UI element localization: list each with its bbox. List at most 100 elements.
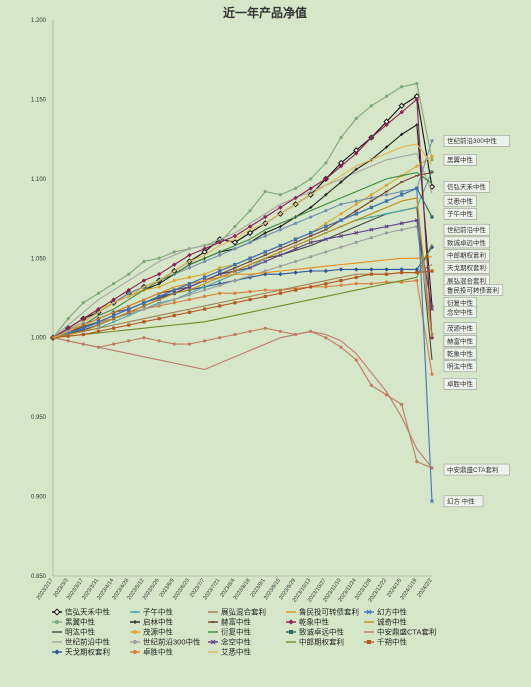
data-point xyxy=(126,287,131,293)
data-point xyxy=(263,189,267,194)
data-point xyxy=(187,297,192,302)
data-point xyxy=(354,116,358,121)
data-point xyxy=(384,280,389,284)
data-point xyxy=(112,282,116,286)
callout-box xyxy=(443,154,477,166)
data-point xyxy=(210,639,216,645)
data-point xyxy=(126,307,131,312)
series-24 xyxy=(52,143,433,339)
data-point xyxy=(293,288,298,292)
series-line xyxy=(52,327,433,469)
data-point xyxy=(400,189,404,194)
data-point xyxy=(339,212,343,216)
data-point xyxy=(51,336,55,340)
data-point xyxy=(369,267,374,272)
data-point xyxy=(248,256,253,261)
data-point xyxy=(324,209,328,213)
data-point xyxy=(201,248,208,256)
y-tick-label: 1.050 xyxy=(31,256,47,262)
data-point xyxy=(66,317,70,321)
data-point xyxy=(127,323,131,327)
data-point xyxy=(308,230,313,235)
data-point xyxy=(414,97,420,102)
data-point xyxy=(203,294,207,299)
callout-box xyxy=(443,181,490,193)
data-point xyxy=(278,271,283,277)
data-point xyxy=(278,205,283,210)
data-point xyxy=(96,306,101,312)
callout-box xyxy=(443,360,477,373)
legend-item: 幻方中性 xyxy=(364,607,407,617)
data-point xyxy=(81,326,86,331)
data-point xyxy=(248,265,253,270)
data-point xyxy=(127,339,131,343)
data-point xyxy=(428,183,436,190)
series-17 xyxy=(50,97,435,340)
data-point xyxy=(263,326,267,330)
callout-label: 子午中性 xyxy=(447,209,474,218)
data-point xyxy=(324,336,328,340)
y-tick-label: 0.850 xyxy=(31,574,47,580)
data-point xyxy=(400,280,404,284)
legend-label: 鲁民投可转债套利 xyxy=(299,607,359,617)
data-point xyxy=(172,301,176,305)
data-point xyxy=(248,260,252,263)
data-point xyxy=(384,94,389,98)
data-point xyxy=(384,122,389,128)
data-point xyxy=(430,372,434,376)
data-point xyxy=(218,266,222,270)
data-point xyxy=(415,174,419,177)
legend-item: 天戈期权套利 xyxy=(52,647,110,657)
data-point xyxy=(157,339,161,343)
series-22 xyxy=(52,330,433,469)
data-point xyxy=(339,278,343,283)
data-point xyxy=(324,250,328,254)
data-point xyxy=(289,630,293,634)
data-point xyxy=(369,196,373,200)
callout-label: 茂源中性 xyxy=(447,324,474,333)
series-lines xyxy=(49,81,436,504)
callout-label: 鲁民投可转债套利 xyxy=(447,285,499,294)
legend-label: 黑翼中性 xyxy=(65,617,95,627)
data-point xyxy=(354,358,358,362)
data-point xyxy=(233,291,237,295)
callout-box xyxy=(443,347,477,360)
series-line xyxy=(52,152,433,339)
data-point xyxy=(323,268,329,274)
data-point xyxy=(354,199,358,203)
data-point xyxy=(248,209,252,213)
data-point xyxy=(415,81,419,86)
y-tick-labels: 0.850 0.900 0.950 1.000 1.050 1.100 1.150 1.200 xyxy=(31,18,47,580)
data-point xyxy=(203,259,207,264)
legend-label: 信弘天禾中性 xyxy=(65,607,110,617)
data-point xyxy=(142,320,146,324)
data-point xyxy=(354,209,358,212)
data-point xyxy=(324,285,328,289)
legend-label: 卓胜中性 xyxy=(143,647,173,657)
data-point xyxy=(384,190,389,193)
data-point xyxy=(293,186,298,190)
data-point xyxy=(233,301,237,305)
callout-box xyxy=(443,249,490,261)
data-point xyxy=(248,290,252,294)
data-point xyxy=(217,269,222,273)
legend-item: 乾象中性 xyxy=(286,617,329,627)
data-point xyxy=(293,246,298,251)
data-point xyxy=(203,288,207,292)
data-point xyxy=(369,200,373,202)
data-point xyxy=(369,193,373,197)
callout-box xyxy=(443,134,510,147)
data-point xyxy=(398,102,405,109)
series-16 xyxy=(52,256,433,339)
data-point xyxy=(293,270,298,275)
callout-label: 艾悉中性 xyxy=(447,196,474,205)
data-point xyxy=(232,262,237,267)
data-point xyxy=(293,237,298,242)
data-point xyxy=(400,181,404,183)
data-point xyxy=(309,235,313,237)
data-point xyxy=(369,272,373,276)
series-line xyxy=(52,330,433,469)
data-point xyxy=(187,275,192,279)
data-point xyxy=(218,291,222,295)
